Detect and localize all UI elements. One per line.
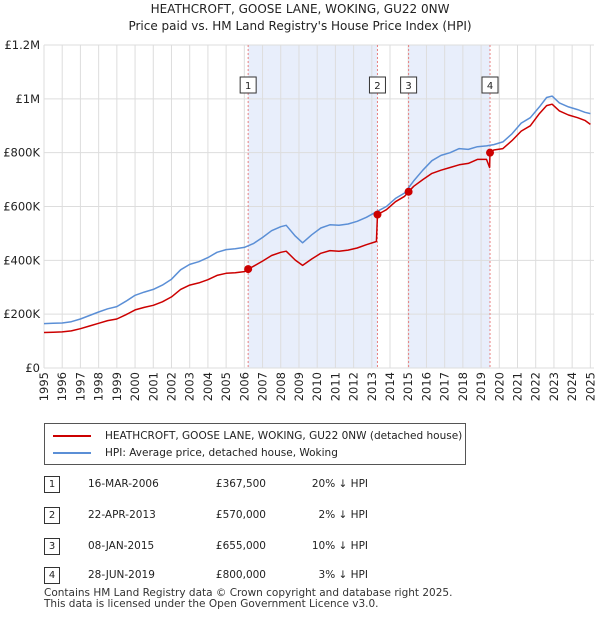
x-tick-label: 2008 [274, 372, 288, 401]
x-tick-label: 2014 [383, 372, 397, 401]
x-tick-label: 2005 [219, 372, 233, 401]
transaction-date: 22-APR-2013 [88, 509, 156, 521]
sale-number-box [239, 76, 257, 94]
y-tick-label: £600K [3, 200, 40, 214]
x-tick-label: 2016 [419, 372, 433, 401]
price-chart: HEATHCROFT, GOOSE LANE, WOKING, GU22 0NW… [3, 2, 597, 401]
y-tick-label: £200K [3, 307, 40, 321]
x-tick-label: 2002 [164, 372, 178, 401]
x-tick-label: 2025 [583, 372, 597, 401]
legend-label-hpi: HPI: Average price, detached house, Woki… [105, 447, 338, 459]
sale-point [486, 148, 495, 157]
sale-number-label: 3 [405, 81, 411, 92]
sale-number-box [368, 76, 386, 94]
transaction-hpi-diff: 2% ↓ HPI [318, 509, 368, 521]
x-tick-label: 2004 [201, 372, 215, 401]
x-tick-label: 2006 [237, 372, 251, 401]
x-tick-label: 1997 [73, 372, 87, 401]
sale-number-label: 2 [374, 81, 380, 92]
x-tick-label: 1996 [55, 372, 69, 401]
y-tick-label: £400K [3, 253, 40, 267]
sale-number-label: 4 [487, 81, 493, 92]
x-tick-label: 2017 [438, 372, 452, 401]
sale-number-box [481, 76, 499, 94]
legend-item-property: HEATHCROFT, GOOSE LANE, WOKING, GU22 0NW… [53, 428, 462, 444]
chart-legend: HEATHCROFT, GOOSE LANE, WOKING, GU22 0NW… [44, 423, 466, 465]
y-tick-label: £1.2M [4, 38, 40, 52]
sale-number-box [400, 76, 418, 94]
x-tick-label: 2000 [128, 372, 142, 401]
x-tick-label: 2009 [292, 372, 306, 401]
transaction-number: 2 [44, 507, 60, 524]
x-tick-label: 2024 [565, 372, 579, 401]
x-tick-label: 2020 [492, 372, 506, 401]
x-tick-label: 2012 [347, 372, 361, 401]
x-tick-label: 1999 [110, 372, 124, 401]
footer-attribution: Contains HM Land Registry data © Crown c… [44, 588, 452, 610]
transaction-number: 4 [44, 567, 60, 584]
x-tick-label: 2013 [365, 372, 379, 401]
transaction-hpi-diff: 20% ↓ HPI [311, 478, 368, 490]
x-tick-label: 2023 [547, 372, 561, 401]
chart-subtitle: Price paid vs. HM Land Registry's House … [128, 19, 471, 33]
sale-point [373, 210, 382, 219]
transaction-hpi-diff: 10% ↓ HPI [311, 540, 368, 552]
x-tick-label: 2021 [511, 372, 525, 401]
x-tick-label: 1995 [37, 372, 51, 401]
x-tick-label: 2015 [401, 372, 415, 401]
footer-line-licence: This data is licensed under the Open Gov… [44, 598, 379, 610]
transaction-date: 08-JAN-2015 [88, 540, 155, 552]
transaction-hpi-diff: 3% ↓ HPI [318, 569, 368, 581]
x-tick-label: 2010 [310, 372, 324, 401]
y-tick-label: £0 [25, 361, 40, 375]
transaction-number: 3 [44, 538, 60, 555]
x-tick-label: 2018 [456, 372, 470, 401]
property-price-line [43, 103, 591, 334]
legend-label-property: HEATHCROFT, GOOSE LANE, WOKING, GU22 0NW… [105, 430, 463, 442]
footer-line-copyright: Contains HM Land Registry data © Crown c… [44, 587, 453, 599]
sale-point [404, 187, 413, 196]
x-tick-label: 2019 [474, 372, 488, 401]
transaction-date: 16-MAR-2006 [88, 478, 159, 490]
x-tick-label: 2007 [256, 372, 270, 401]
y-tick-label: £800K [3, 146, 40, 160]
hpi-line [43, 95, 591, 325]
y-tick-label: £1M [15, 92, 40, 106]
legend-item-hpi: HPI: Average price, detached house, Woki… [53, 445, 338, 461]
chart-title: HEATHCROFT, GOOSE LANE, WOKING, GU22 0NW [151, 2, 450, 16]
legend-swatch-property [53, 435, 91, 437]
sale-point [244, 265, 253, 274]
transaction-price: £800,000 [215, 569, 266, 581]
x-tick-label: 2011 [328, 372, 342, 401]
transaction-number: 1 [44, 476, 60, 493]
transaction-price: £570,000 [215, 509, 266, 521]
sale-number-label: 1 [245, 81, 251, 92]
x-tick-label: 1998 [92, 372, 106, 401]
x-tick-label: 2001 [146, 372, 160, 401]
transaction-date: 28-JUN-2019 [88, 569, 155, 581]
x-tick-label: 2003 [183, 372, 197, 401]
legend-swatch-hpi [53, 452, 91, 454]
transaction-price: £367,500 [215, 478, 266, 490]
transaction-price: £655,000 [215, 540, 266, 552]
x-tick-label: 2022 [529, 372, 543, 401]
